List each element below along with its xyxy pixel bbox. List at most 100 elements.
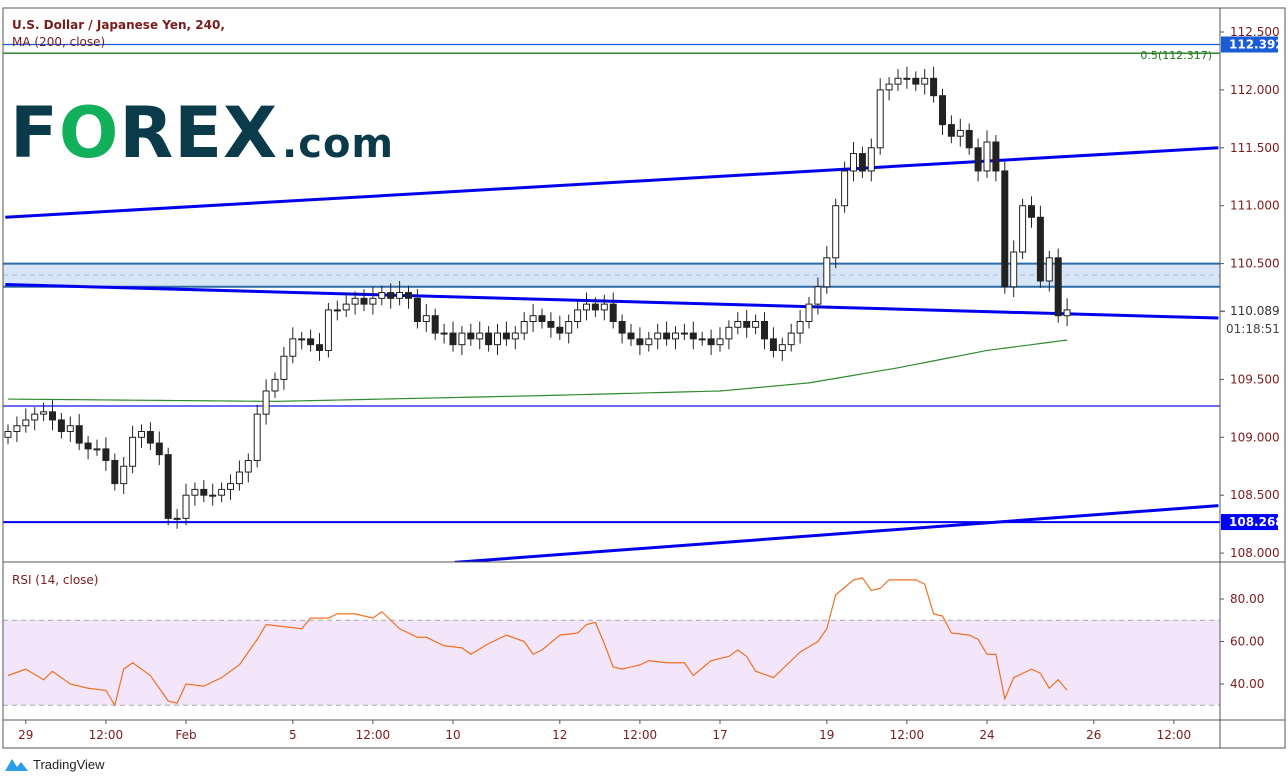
candle bbox=[378, 285, 386, 306]
candle-body bbox=[93, 448, 101, 451]
rsi-line bbox=[7, 577, 1068, 707]
candle-body bbox=[200, 488, 208, 496]
candle-body bbox=[645, 338, 653, 346]
candle bbox=[84, 436, 92, 460]
candle bbox=[636, 327, 644, 356]
candle-body bbox=[111, 459, 119, 485]
candle-body bbox=[894, 77, 902, 85]
logo-rex: REX bbox=[119, 92, 279, 174]
candle-body bbox=[413, 297, 421, 322]
candle-body bbox=[654, 332, 662, 340]
time-tick-label: 12:00 bbox=[356, 728, 391, 742]
candle bbox=[556, 315, 564, 341]
time-tick-label: 26 bbox=[1086, 728, 1101, 742]
candle-body bbox=[743, 321, 751, 328]
price-badge bbox=[1221, 514, 1278, 531]
candle-body bbox=[565, 321, 573, 334]
candle bbox=[930, 66, 938, 103]
candle-body bbox=[75, 425, 83, 444]
tradingview-brand[interactable]: TradingView bbox=[4, 756, 105, 772]
candle-body bbox=[769, 338, 777, 351]
candle-body bbox=[49, 411, 56, 421]
time-tick-label: 24 bbox=[979, 728, 994, 742]
candle bbox=[609, 292, 617, 329]
candle bbox=[618, 314, 626, 344]
candle bbox=[956, 118, 964, 147]
candle bbox=[591, 297, 599, 317]
candle bbox=[743, 309, 751, 338]
candle bbox=[663, 321, 671, 346]
logo-f: F bbox=[10, 92, 59, 174]
candle bbox=[476, 321, 484, 350]
candle-body bbox=[1054, 257, 1062, 317]
candle bbox=[66, 416, 74, 442]
candle bbox=[253, 404, 261, 468]
candle-body bbox=[440, 332, 448, 335]
price-tick-label: 111.000 bbox=[1230, 199, 1280, 213]
candle bbox=[965, 123, 973, 155]
time-tick-label: 12:00 bbox=[1157, 728, 1192, 742]
candle bbox=[921, 69, 929, 95]
price-tick-label: 109.500 bbox=[1230, 372, 1280, 386]
candle-body bbox=[324, 309, 332, 351]
candle bbox=[307, 329, 315, 352]
candle-body bbox=[494, 332, 501, 346]
candle bbox=[13, 416, 21, 442]
trend-line bbox=[5, 146, 1219, 219]
candle-body bbox=[253, 413, 261, 461]
candle bbox=[876, 78, 884, 155]
time-tick-label: Feb bbox=[175, 728, 196, 742]
candle bbox=[823, 246, 831, 294]
candle bbox=[680, 323, 688, 341]
price-tick-label: 108.000 bbox=[1230, 546, 1280, 560]
candle-body bbox=[209, 494, 217, 497]
candle-body bbox=[502, 332, 510, 340]
candle-body bbox=[716, 338, 724, 346]
candle-body bbox=[235, 471, 243, 485]
candle-body bbox=[529, 315, 537, 322]
candle-body bbox=[316, 344, 323, 351]
candle-body bbox=[476, 332, 484, 340]
candle bbox=[49, 400, 56, 431]
candle bbox=[182, 483, 190, 526]
candle-body bbox=[378, 292, 386, 299]
candle bbox=[494, 323, 501, 356]
candle-body bbox=[912, 77, 920, 85]
candle-body bbox=[280, 355, 288, 380]
candle-body bbox=[858, 153, 866, 172]
candle-body bbox=[930, 77, 938, 97]
bar-countdown: 01:18:51 bbox=[1226, 322, 1280, 336]
candle bbox=[31, 407, 39, 431]
candle bbox=[405, 285, 412, 309]
candle bbox=[778, 337, 786, 361]
candle bbox=[164, 447, 172, 526]
candle bbox=[298, 331, 306, 350]
candle-body bbox=[609, 303, 617, 323]
candle-body bbox=[57, 419, 65, 433]
candle bbox=[787, 323, 795, 352]
candle bbox=[502, 321, 510, 346]
candle-body bbox=[1001, 170, 1009, 288]
candle-body bbox=[556, 326, 564, 334]
candle-body bbox=[138, 431, 145, 438]
price-tick-label: 109.000 bbox=[1230, 430, 1280, 444]
candle bbox=[1036, 205, 1044, 288]
candle bbox=[796, 309, 804, 344]
logo-domain: .com bbox=[282, 121, 395, 167]
candle bbox=[511, 326, 519, 350]
candle bbox=[565, 314, 573, 344]
candle-body bbox=[146, 431, 154, 444]
candle-body bbox=[734, 321, 742, 328]
ma-legend: MA (200, close) bbox=[12, 35, 106, 49]
time-tick-label: 12:00 bbox=[623, 728, 658, 742]
time-tick-label: 12:00 bbox=[890, 728, 925, 742]
candle bbox=[912, 71, 920, 92]
candle bbox=[218, 482, 226, 503]
candle-body bbox=[680, 332, 688, 335]
candle bbox=[40, 402, 48, 422]
rsi-tick-label: 60.00 bbox=[1230, 635, 1264, 649]
candle-body bbox=[627, 332, 635, 340]
candle-body bbox=[84, 442, 92, 450]
candle bbox=[235, 460, 243, 491]
